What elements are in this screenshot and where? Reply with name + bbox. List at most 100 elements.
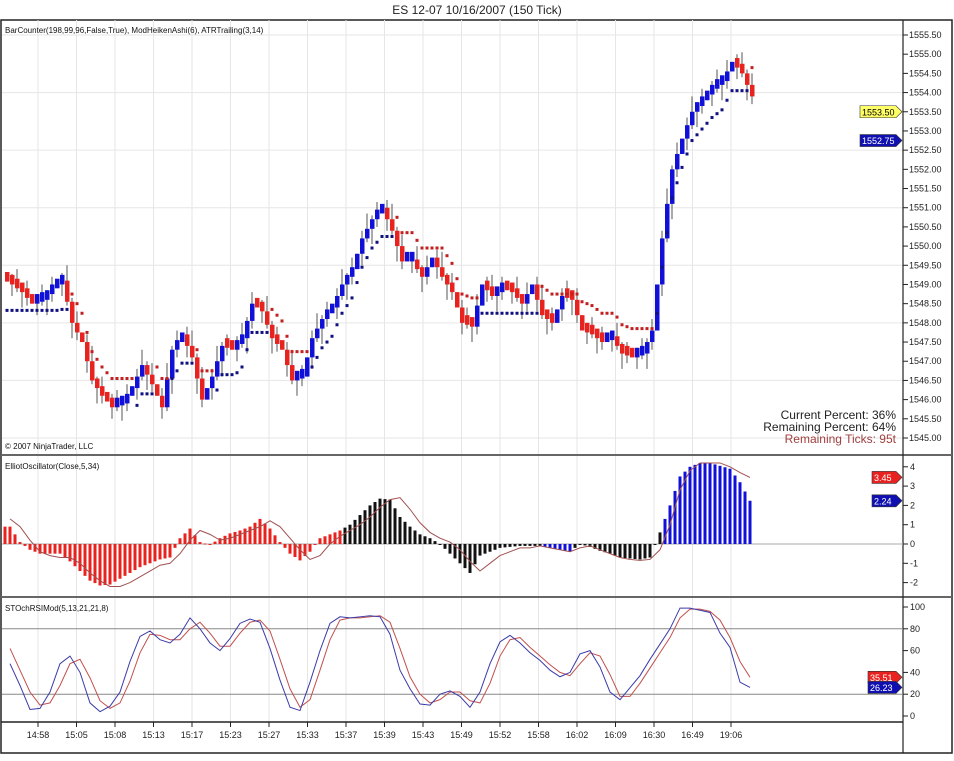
elliot-bar xyxy=(33,544,37,552)
price-tick-label: 1552.00 xyxy=(909,164,942,174)
trailing-stop-dot xyxy=(410,231,414,235)
price-tick-label: 1545.00 xyxy=(909,433,942,443)
price-bar xyxy=(470,317,475,327)
trailing-stop-dot xyxy=(705,121,709,125)
price-marker xyxy=(859,134,903,147)
elliot-bar xyxy=(108,544,112,585)
elliot-bar xyxy=(273,535,277,544)
trailing-stop-dot xyxy=(100,365,104,369)
elliot-bar xyxy=(428,538,432,544)
price-marker xyxy=(871,471,903,484)
price-marker xyxy=(859,105,903,119)
time-tick-label: 16:02 xyxy=(566,730,589,740)
chart-frame xyxy=(0,19,953,754)
price-bar xyxy=(340,284,345,296)
price-bar xyxy=(590,324,595,335)
elliot-bar xyxy=(23,544,27,546)
price-bar xyxy=(330,303,335,314)
time-tick-label: 19:06 xyxy=(720,730,743,740)
price-marker-label: 35.51 xyxy=(870,673,893,683)
trailing-stop-dot xyxy=(50,308,54,312)
trailing-stop-dot xyxy=(35,308,39,312)
price-bar xyxy=(355,253,360,270)
price-bar xyxy=(600,332,605,343)
elliot-bar xyxy=(98,544,102,586)
trailing-stop-dot xyxy=(605,311,609,315)
chart-title: ES 12-07 10/16/2007 (150 Tick) xyxy=(392,3,561,17)
elliot-bar xyxy=(118,544,122,579)
trailing-stop-dot xyxy=(650,327,654,331)
trailing-stop-dot xyxy=(195,348,199,352)
trailing-stop-dot xyxy=(295,350,299,354)
price-marker-label: 3.45 xyxy=(874,473,892,483)
elliot-bar xyxy=(638,544,642,560)
elliot-bar xyxy=(318,538,322,544)
price-tick-label: 1553.50 xyxy=(909,107,942,117)
trailing-stop-dot xyxy=(205,369,209,373)
elliot-bar xyxy=(153,544,157,562)
elliot-bar xyxy=(658,532,662,544)
trailing-stop-dot xyxy=(505,311,509,315)
price-bar xyxy=(65,280,70,302)
price-bar xyxy=(685,125,690,139)
elliot-bar xyxy=(443,544,447,549)
time-tick-label: 15:23 xyxy=(219,730,242,740)
elliot-bar xyxy=(8,526,12,544)
trailing-stop-dot xyxy=(560,292,564,296)
trailing-stop-dot xyxy=(480,311,484,315)
elliot-bar xyxy=(573,544,577,548)
price-bar xyxy=(510,282,515,293)
trailing-stop-dot xyxy=(290,350,294,354)
price-bar xyxy=(270,324,275,339)
elliot-bar xyxy=(473,544,477,565)
trailing-stop-dot xyxy=(610,311,614,315)
elliot-bar xyxy=(748,500,752,544)
elliot-bar xyxy=(278,542,282,544)
price-bar xyxy=(485,280,490,291)
price-bar xyxy=(230,340,235,350)
time-tick-label: 16:30 xyxy=(643,730,666,740)
time-tick-label: 16:09 xyxy=(604,730,627,740)
elliot-bar xyxy=(643,544,647,559)
price-bar xyxy=(85,342,90,362)
trailing-stop-dot xyxy=(25,308,29,312)
elliot-bar xyxy=(353,519,357,544)
elliot-bar xyxy=(363,510,367,544)
trailing-stop-dot xyxy=(510,311,514,315)
price-bar xyxy=(620,343,625,354)
trailing-stop-dot xyxy=(320,346,324,350)
elliot-bar xyxy=(213,541,217,544)
price-bar xyxy=(255,297,260,308)
trailing-stop-dot xyxy=(465,294,469,298)
price-bar xyxy=(185,334,190,346)
trailing-stop-dot xyxy=(710,116,714,120)
price-bar xyxy=(5,271,10,282)
price-bar xyxy=(665,203,670,239)
elliot-bar xyxy=(718,465,722,544)
trailing-stop-dot xyxy=(350,296,354,300)
price-bar xyxy=(300,368,305,379)
price-bar xyxy=(645,342,650,354)
elliot-bar xyxy=(198,542,202,544)
stoch-tick-label: 40 xyxy=(910,667,920,677)
price-bar xyxy=(455,292,460,308)
price-bar xyxy=(425,267,430,277)
trailing-stop-dot xyxy=(425,246,429,250)
elliot-bar xyxy=(63,544,67,558)
elliot-bar xyxy=(648,544,652,558)
price-bar xyxy=(750,84,755,97)
price-bar xyxy=(80,332,85,343)
elliot-bar xyxy=(453,544,457,559)
trailing-stop-dot xyxy=(90,350,94,354)
price-bar xyxy=(260,301,265,312)
trailing-stop-dot xyxy=(10,308,14,312)
trailing-stop-dot xyxy=(185,361,189,365)
trailing-stop-dot xyxy=(440,246,444,250)
stoch-tick-label: 20 xyxy=(910,689,920,699)
trailing-stop-dot xyxy=(280,319,284,323)
time-tick-label: 15:49 xyxy=(450,730,473,740)
elliot-bar xyxy=(528,544,532,546)
elliot-bar xyxy=(233,531,237,544)
elliot-bar xyxy=(673,490,677,544)
elliot-bar xyxy=(143,544,147,566)
